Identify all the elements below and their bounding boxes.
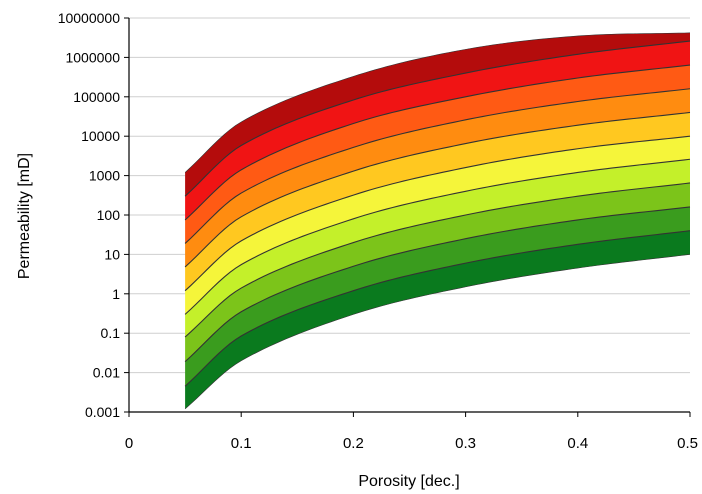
boundary-curve-1 [184, 230, 691, 387]
band-3 [185, 182, 690, 362]
band-1 [185, 230, 690, 409]
y-tick-label: 100000 [73, 89, 120, 105]
x-tick-label: 0.4 [567, 435, 588, 452]
boundary-curve-8 [184, 64, 691, 221]
boundary-curve-5 [184, 135, 691, 292]
y-tick-label: 1 [112, 286, 120, 302]
x-tick-label: 0.2 [343, 435, 364, 452]
y-tick-label: 0.001 [85, 404, 120, 420]
boundary-curve-2 [184, 206, 691, 363]
boundary-curves [184, 32, 691, 410]
boundary-curve-4 [184, 158, 691, 315]
x-tick-label: 0 [125, 435, 133, 452]
y-tick-labels: 10000000 1000000 100000 10000 1000 100 10 1 0.1 0… [58, 10, 121, 420]
y-tick-label: 1000 [89, 168, 120, 184]
x-tick-label: 0.3 [455, 435, 476, 452]
band-4 [185, 159, 690, 338]
boundary-curve-7 [184, 88, 691, 244]
band-8 [185, 65, 690, 244]
y-tick-label: 0.1 [101, 325, 121, 341]
y-tick-label: 10 [104, 246, 120, 262]
band-2 [185, 206, 690, 387]
y-tick-label: 100 [97, 207, 121, 223]
boundary-curve-9 [184, 40, 691, 197]
x-axis-title: Porosity [dec.] [358, 473, 459, 490]
band-7 [185, 88, 690, 267]
boundary-curve-10 [184, 32, 691, 173]
band-5 [185, 136, 690, 315]
y-tick-label: 1000000 [65, 49, 120, 65]
boundary-curve-0 [184, 254, 691, 410]
boundary-curve-6 [184, 111, 691, 268]
facies-bands [185, 32, 690, 409]
axes [124, 17, 691, 417]
y-tick-label: 10000000 [58, 10, 121, 26]
y-axis-title: Permeability [mD] [16, 153, 33, 279]
x-tick-labels: 0 0.1 0.2 0.3 0.4 0.5 [125, 435, 698, 452]
x-tick-label: 0.1 [231, 435, 252, 452]
boundary-curve-3 [184, 182, 691, 338]
band-9 [185, 41, 690, 220]
y-tick-label: 10000 [81, 128, 120, 144]
y-tick-label: 0.01 [93, 365, 120, 381]
band-10 [185, 32, 690, 197]
band-6 [185, 112, 690, 291]
x-tick-label: 0.5 [677, 435, 698, 452]
